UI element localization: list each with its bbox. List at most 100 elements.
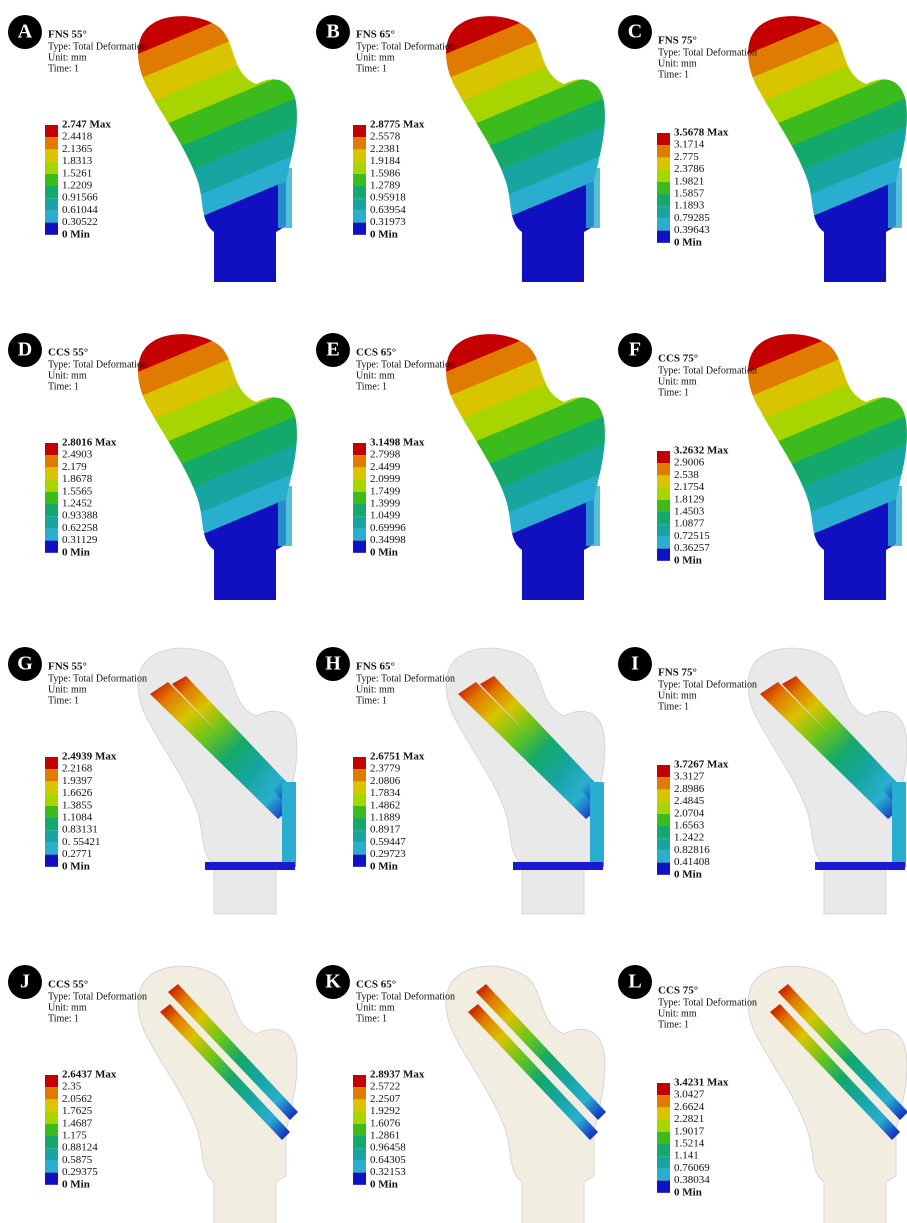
legend-swatch [353, 805, 366, 818]
legend-label: 2.0806 [370, 775, 401, 787]
legend-label: 3.2632 Max [674, 445, 729, 457]
legend-label: 1.1889 [370, 812, 401, 824]
panel-title: CCS 55° [48, 979, 88, 991]
implant-plate [278, 168, 292, 228]
legend-swatch [353, 1111, 366, 1124]
result-time: Time: 1 [658, 701, 689, 712]
legend-swatch [353, 757, 366, 770]
legend-swatch [45, 1160, 58, 1173]
legend-swatch [353, 149, 366, 162]
legend-swatch [353, 125, 366, 138]
legend-label: 1.9017 [674, 1125, 705, 1137]
legend-label: 1.4503 [674, 506, 705, 518]
femur-model [748, 16, 907, 283]
legend-label: 2.1754 [674, 481, 705, 493]
legend-label: 1.5214 [674, 1138, 705, 1150]
legend-swatch [657, 463, 670, 476]
femur-model [446, 16, 605, 283]
legend-swatch [45, 173, 58, 186]
legend-label: 3.4231 Max [674, 1077, 729, 1089]
panel-badge [316, 647, 350, 681]
legend-swatch [45, 805, 58, 818]
legend-swatch [353, 1136, 366, 1149]
legend-label: 0.63954 [370, 204, 406, 216]
result-time: Time: 1 [48, 63, 79, 74]
legend-label: 2.747 Max [62, 119, 111, 131]
femur-model [138, 16, 297, 283]
legend-swatch [353, 137, 366, 150]
legend-label: 1.8313 [62, 155, 93, 167]
legend-label: 3.0427 [674, 1089, 705, 1101]
legend-label: 0.61044 [62, 204, 98, 216]
legend-label: 0.41408 [674, 856, 710, 868]
legend-swatch [657, 1168, 670, 1181]
legend-swatch [45, 1136, 58, 1149]
result-time: Time: 1 [48, 695, 79, 706]
panel-title: FNS 55° [48, 29, 87, 41]
legend-swatch [353, 769, 366, 782]
legend-label: 2.8775 Max [370, 119, 425, 131]
legend-label: 2.5722 [370, 1081, 400, 1093]
legend-swatch [353, 818, 366, 831]
legend-swatch [353, 516, 366, 529]
panel-letter: D [18, 339, 32, 361]
legend-label: 1.2209 [62, 180, 93, 192]
legend-swatch [45, 830, 58, 843]
legend-label: 0 Min [370, 860, 398, 872]
legend-label: 2.35 [62, 1081, 82, 1093]
legend-swatch [45, 504, 58, 517]
legend-label: 1.141 [674, 1150, 699, 1162]
legend-swatch [353, 455, 366, 468]
legend-swatch [45, 455, 58, 468]
legend-label: 1.2789 [370, 180, 401, 192]
legend-label: 1.3855 [62, 799, 93, 811]
implant-plate [278, 486, 292, 546]
legend-swatch [353, 1123, 366, 1136]
legend-swatch [353, 854, 366, 867]
legend-swatch [657, 1083, 670, 1096]
result-time: Time: 1 [356, 695, 387, 706]
legend-label: 1.9184 [370, 155, 401, 167]
legend-label: 0.69996 [370, 522, 406, 534]
legend-label: 0.5875 [62, 1154, 93, 1166]
panel-letter: L [628, 971, 641, 993]
legend-swatch [657, 765, 670, 778]
legend-swatch [45, 479, 58, 492]
panel-badge [316, 15, 350, 49]
panel-letter: E [326, 339, 339, 361]
legend-label: 0.72515 [674, 530, 710, 542]
legend-label: 1.5857 [674, 188, 705, 200]
legend-label: 2.1365 [62, 143, 93, 155]
panel-badge [618, 647, 652, 681]
implant-bolt [480, 676, 604, 802]
legend-swatch [353, 491, 366, 504]
legend-label: 0 Min [62, 228, 90, 240]
legend-label: 2.8937 Max [370, 1069, 425, 1081]
legend-label: 3.5678 Max [674, 127, 729, 139]
panel-badge [316, 333, 350, 367]
panel-badge [8, 965, 42, 999]
legend-swatch [45, 137, 58, 150]
legend-swatch [353, 161, 366, 174]
legend-swatch [353, 198, 366, 211]
legend-label: 0 Min [674, 1186, 702, 1198]
legend-swatch [45, 491, 58, 504]
legend-swatch [45, 1172, 58, 1185]
legend-swatch [657, 194, 670, 207]
result-unit: Unit: mm [48, 1002, 87, 1013]
panel-title: CCS 75° [658, 985, 698, 997]
legend-swatch [657, 801, 670, 814]
legend-swatch [657, 813, 670, 826]
legend-swatch [657, 475, 670, 488]
legend-swatch [45, 149, 58, 162]
implant-bolt [150, 682, 292, 819]
legend-label: 1.7625 [62, 1105, 93, 1117]
implant-screw [468, 1004, 598, 1140]
legend-swatch [657, 157, 670, 170]
legend-swatch [45, 467, 58, 480]
panel-letter: B [326, 21, 339, 43]
legend-label: 2.179 [62, 461, 87, 473]
